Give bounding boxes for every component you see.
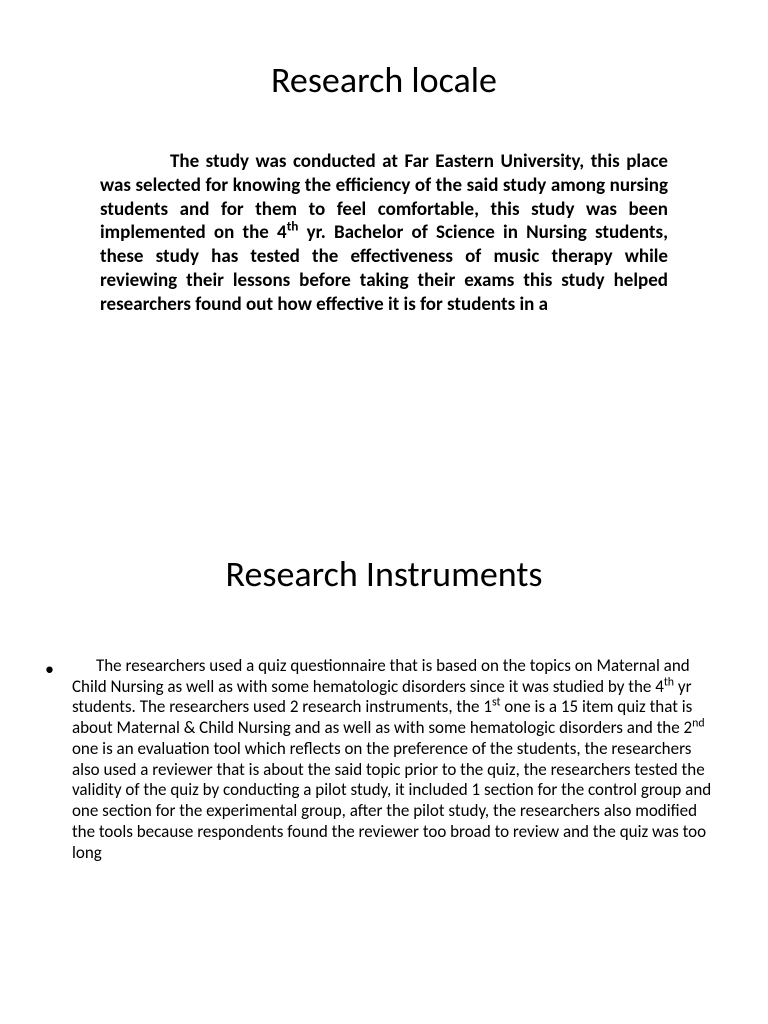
paragraph-research-instruments-text: The researchers used a quiz questionnair…: [72, 655, 711, 863]
bullet-icon: •: [45, 658, 54, 863]
paragraph-research-locale: The study was conducted at Far Eastern U…: [100, 150, 668, 316]
slide-research-locale: Research locale The study was conducted …: [0, 0, 768, 512]
heading-research-instruments: Research Instruments: [0, 552, 768, 596]
slide-research-instruments: Research Instruments • The researchers u…: [0, 512, 768, 1024]
bullet-item: • The researchers used a quiz questionna…: [45, 656, 718, 863]
paragraph-research-instruments: The researchers used a quiz questionnair…: [72, 656, 718, 863]
paragraph-research-locale-text: The study was conducted at Far Eastern U…: [100, 150, 668, 316]
heading-research-locale: Research locale: [0, 58, 768, 102]
